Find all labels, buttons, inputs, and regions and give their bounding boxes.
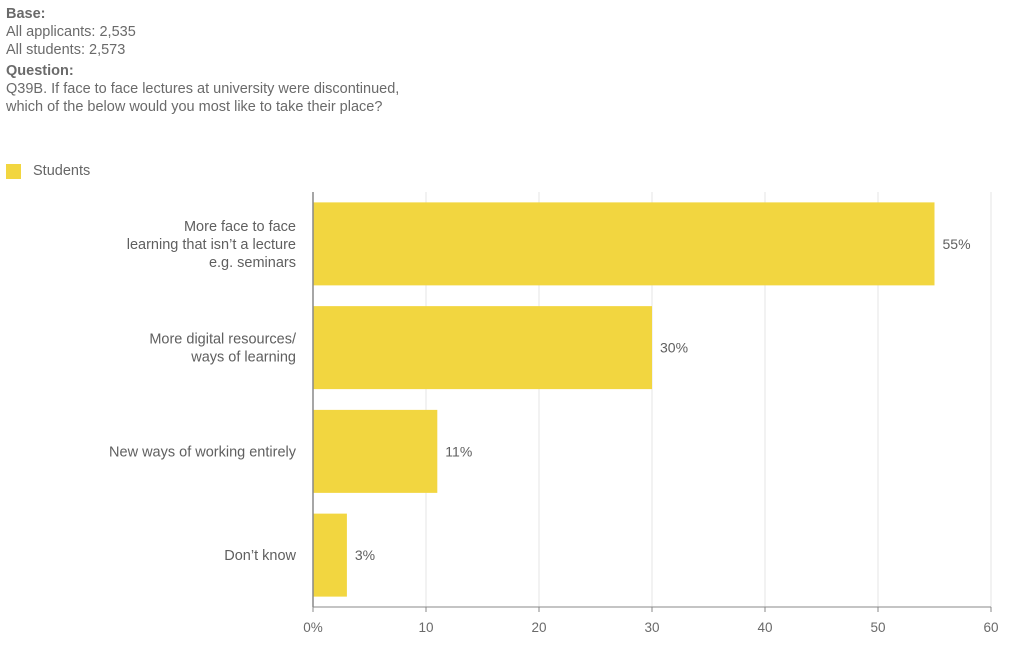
x-tick-label: 60 (983, 620, 998, 635)
bar (313, 513, 347, 597)
x-tick-label: 40 (757, 620, 772, 635)
base-line-students: All students: 2,573 (6, 42, 126, 58)
base-label: Base: (6, 6, 46, 22)
category-label: Don’t know (224, 548, 296, 564)
chart-header: Base: All applicants: 2,535 All students… (6, 5, 399, 116)
data-label: 55% (943, 236, 971, 252)
legend-label-students: Students (33, 163, 91, 179)
legend: Students (6, 163, 90, 179)
category-label: More digital resources/ (149, 332, 297, 348)
question-line-1: Q39B. If face to face lectures at univer… (6, 81, 400, 97)
x-tick-label: 20 (531, 620, 546, 635)
category-label: e.g. seminars (209, 255, 296, 271)
category-label: learning that isn’t a lecture (127, 237, 296, 253)
x-tick-label: 50 (870, 620, 885, 635)
bar (313, 409, 438, 493)
data-label: 3% (355, 547, 375, 563)
category-label: ways of learning (190, 350, 296, 366)
category-label: More face to face (184, 219, 296, 235)
category-label: New ways of working entirely (109, 444, 297, 460)
legend-swatch-students (6, 163, 21, 179)
bar (313, 306, 652, 390)
question-label: Question: (6, 63, 74, 79)
bar (313, 202, 935, 286)
base-line-applicants: All applicants: 2,535 (6, 24, 136, 40)
question-line-2: which of the below would you most like t… (6, 99, 383, 115)
data-label: 30% (660, 340, 688, 356)
x-tick-label: 10 (418, 620, 433, 635)
x-tick-label: 30 (644, 620, 659, 635)
data-label: 11% (445, 443, 472, 459)
x-tick-label: 0% (303, 620, 323, 635)
